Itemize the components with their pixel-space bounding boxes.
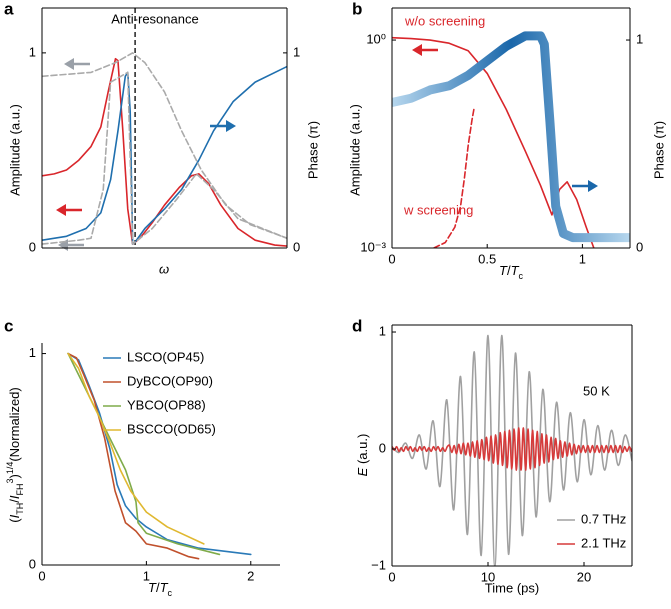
x-axis-label: ω: [159, 261, 169, 276]
series-label: w/o screening: [404, 13, 485, 28]
y-axis-label: Amplitude (a.u.): [7, 104, 22, 196]
y-tick-label: 1: [379, 323, 386, 338]
panel-label: d: [352, 316, 362, 335]
x-tick-label: 20: [577, 569, 591, 584]
y-tick-label: 0: [29, 556, 36, 571]
series-label: w screening: [403, 202, 473, 217]
series-line: [67, 352, 221, 556]
legend-label: 2.1 THz: [581, 535, 626, 550]
y-axis-label: E (a.u.): [355, 434, 370, 477]
legend-label: LSCO(OP45): [127, 349, 204, 364]
y-tick-label: 1: [29, 345, 36, 360]
y2-axis-label: Phase (π): [305, 121, 320, 179]
legend-label: YBCO(OP88): [127, 397, 206, 412]
legend-label: DyBCO(OP90): [127, 373, 213, 388]
series-line: [392, 334, 632, 566]
x-axis-label: T/Tc: [148, 580, 173, 598]
series-line: [67, 352, 205, 545]
y2-tick-label: 1: [636, 31, 643, 46]
series-line: [392, 427, 632, 471]
axis-arrows: [56, 44, 598, 251]
series-line: [67, 352, 252, 556]
x-tick-label: 10: [481, 569, 495, 584]
y-tick-label: −1: [371, 557, 386, 572]
y-axis-label: (ITH/IFH3)1/4(Normalized): [5, 387, 25, 523]
legend-label: 0.7 THz: [581, 511, 626, 526]
series-line: [392, 31, 630, 243]
x-tick-label: 0: [388, 251, 395, 266]
y-tick-label: 10⁻³: [360, 239, 386, 254]
series-line: [433, 108, 475, 248]
annotation: 50 K: [583, 383, 610, 398]
x-tick-label: 1: [143, 568, 150, 583]
panel-label: b: [352, 0, 362, 18]
series-line: [392, 36, 595, 248]
x-tick-label: 0: [388, 569, 395, 584]
y-axis-label: Amplitude (a.u.): [347, 104, 362, 196]
x-tick-label: 2: [247, 568, 254, 583]
x-axis-label: Time (ps): [485, 580, 539, 595]
series-line: [67, 352, 200, 560]
y2-tick-label: 1: [293, 44, 300, 59]
x-tick-label: 1: [579, 251, 586, 266]
x-tick-label: 0.5: [478, 251, 496, 266]
panel-label: c: [4, 316, 13, 335]
x-tick-label: 0: [38, 568, 45, 583]
y-tick-label: 1: [29, 44, 36, 59]
y-tick-label: 10⁰: [366, 31, 386, 46]
y2-axis-label: Phase (π): [651, 121, 666, 179]
annotation: Anti-resonance: [111, 11, 198, 26]
legend-label: BSCCO(OD65): [127, 421, 216, 436]
y-tick-label: 0: [29, 239, 36, 254]
y-tick-label: 0: [379, 440, 386, 455]
y2-tick-label: 0: [636, 239, 643, 254]
x-axis-label: T/Tc: [499, 263, 524, 281]
series-line: [42, 71, 287, 245]
panel-label: a: [4, 0, 14, 18]
y2-tick-label: 0: [293, 239, 300, 254]
